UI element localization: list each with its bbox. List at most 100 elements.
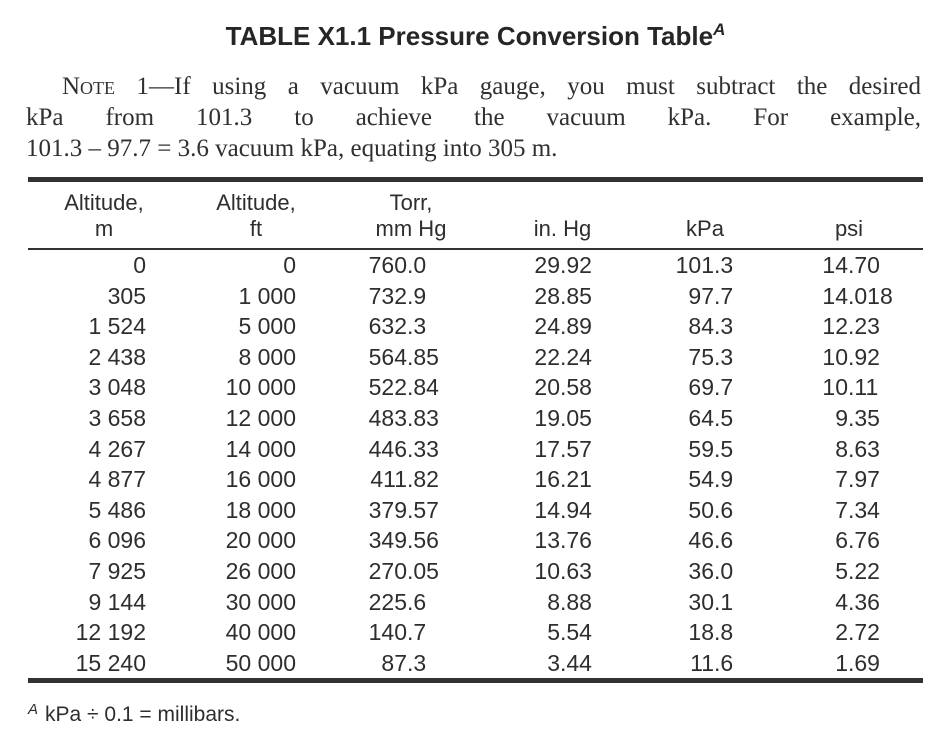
col-header-psi: psi xyxy=(775,179,923,250)
cell-in-hg: 5.54 xyxy=(547,619,592,646)
cell-kpa: 36.0 xyxy=(688,557,734,584)
pressure-conversion-table: Altitude, m Altitude, ft Torr, mm Hg in.… xyxy=(28,177,923,684)
cell-altitude-m: 12 192 xyxy=(75,619,146,646)
cell-psi: 10.92 xyxy=(822,343,880,370)
cell-in-hg: 14.94 xyxy=(534,496,592,523)
table-row: 12 192 40 000 140.7 5.54 18.8 2.72 xyxy=(28,617,923,648)
table-title-superscript: A xyxy=(713,20,726,39)
cell-kpa: 69.7 xyxy=(688,374,734,401)
cell-in-hg: 28.85 xyxy=(534,282,592,309)
cell-psi: 7.34 xyxy=(835,496,880,523)
table-title-text: TABLE X1.1 Pressure Conversion Table xyxy=(225,21,714,51)
table-row: 305 1 000 732.9 28.85 97.7 14.018 xyxy=(28,281,923,312)
cell-kpa: 46.6 xyxy=(688,527,734,554)
col-header-kpa: kPa xyxy=(635,179,775,250)
cell-torr-mmhg: 483.83 xyxy=(368,404,439,431)
cell-altitude-m: 6 096 xyxy=(88,527,146,554)
cell-kpa: 97.7 xyxy=(688,282,734,309)
cell-torr-mmhg: 446.33 xyxy=(368,435,439,462)
cell-in-hg: 20.58 xyxy=(534,374,592,401)
table-row: 2 438 8 000 564.85 22.24 75.3 10.92 xyxy=(28,342,923,373)
table-row: 7 925 26 000 270.05 10.63 36.0 5.22 xyxy=(28,556,923,587)
cell-torr-mmhg: 522.84 xyxy=(368,374,439,401)
cell-in-hg: 17.57 xyxy=(534,435,592,462)
cell-torr-mmhg: 632.3 xyxy=(368,313,427,340)
cell-in-hg: 24.89 xyxy=(534,313,592,340)
cell-psi: 1.69 xyxy=(835,649,880,676)
cell-kpa: 84.3 xyxy=(688,313,734,340)
table-row: 9 144 30 000 225.6 8.88 30.1 4.36 xyxy=(28,587,923,618)
cell-in-hg: 29.92 xyxy=(534,252,592,278)
cell-kpa: 50.6 xyxy=(688,496,734,523)
table-row: 3 048 10 000 522.84 20.58 69.7 10.11 xyxy=(28,372,923,403)
table-header: Altitude, m Altitude, ft Torr, mm Hg in.… xyxy=(28,179,923,250)
cell-altitude-ft: 18 000 xyxy=(225,496,296,523)
cell-altitude-m: 305 xyxy=(107,282,146,309)
cell-psi: 5.22 xyxy=(835,557,880,584)
cell-psi: 10.11 xyxy=(822,374,879,401)
cell-altitude-ft: 14 000 xyxy=(225,435,296,462)
cell-torr-mmhg: 140.7 xyxy=(368,619,427,646)
footnote-text: kPa ÷ 0.1 = millibars. xyxy=(45,703,241,727)
col-header-psi-line2: psi xyxy=(834,216,864,241)
cell-kpa: 54.9 xyxy=(688,466,734,493)
cell-in-hg: 19.05 xyxy=(534,404,592,431)
cell-torr-mmhg: 349.56 xyxy=(368,527,439,554)
cell-psi: 12.23 xyxy=(822,313,880,340)
cell-altitude-ft: 10 000 xyxy=(225,374,296,401)
col-header-altitude-m: Altitude, m xyxy=(28,179,180,250)
cell-altitude-m: 0 xyxy=(133,252,146,278)
cell-in-hg: 3.44 xyxy=(547,649,592,676)
cell-altitude-ft: 50 000 xyxy=(225,649,296,676)
cell-altitude-ft: 30 000 xyxy=(225,588,296,615)
cell-torr-mmhg: 270.05 xyxy=(368,557,439,584)
cell-torr-mmhg: 87.3 xyxy=(381,649,427,676)
cell-psi: 7.97 xyxy=(835,466,880,493)
note-paragraph: Note 1—If using a vacuum kPa gauge, you … xyxy=(26,71,921,164)
col-header-in-hg-line2: in. Hg xyxy=(533,216,592,241)
cell-torr-mmhg: 411.82 xyxy=(370,466,439,493)
table-row: 0 0 760.0 29.92 101.3 14.70 xyxy=(28,249,923,281)
cell-in-hg: 22.24 xyxy=(534,343,592,370)
cell-in-hg: 13.76 xyxy=(534,527,592,554)
cell-altitude-m: 4 877 xyxy=(88,466,146,493)
cell-altitude-m: 7 925 xyxy=(88,557,146,584)
cell-altitude-ft: 12 000 xyxy=(225,404,296,431)
col-header-altitude-ft-line1: Altitude, xyxy=(216,190,296,215)
cell-psi: 14.018 xyxy=(822,282,893,309)
table-body: 0 0 760.0 29.92 101.3 14.70 305 1 000 73… xyxy=(28,249,923,681)
cell-kpa: 11.6 xyxy=(690,649,734,676)
col-header-altitude-m-line1: Altitude, xyxy=(64,190,144,215)
cell-kpa: 101.3 xyxy=(675,252,734,278)
cell-altitude-ft: 40 000 xyxy=(225,619,296,646)
table-row: 15 240 50 000 87.3 3.44 11.6 1.69 xyxy=(28,648,923,681)
table-row: 3 658 12 000 483.83 19.05 64.5 9.35 xyxy=(28,403,923,434)
col-header-torr-mmhg: Torr, mm Hg xyxy=(332,179,490,250)
table-row: 4 877 16 000 411.82 16.21 54.9 7.97 xyxy=(28,464,923,495)
cell-psi: 8.63 xyxy=(835,435,880,462)
note-line-3: 101.3 – 97.7 = 3.6 vacuum kPa, equating … xyxy=(26,135,558,162)
cell-kpa: 64.5 xyxy=(688,404,734,431)
cell-kpa: 59.5 xyxy=(688,435,734,462)
cell-altitude-ft: 20 000 xyxy=(225,527,296,554)
cell-altitude-m: 5 486 xyxy=(88,496,146,523)
col-header-altitude-ft-line2: ft xyxy=(249,216,263,241)
cell-in-hg: 8.88 xyxy=(547,588,592,615)
cell-kpa: 75.3 xyxy=(688,343,734,370)
cell-psi: 4.36 xyxy=(835,588,880,615)
cell-in-hg: 10.63 xyxy=(534,557,592,584)
table-row: 1 524 5 000 632.3 24.89 84.3 12.23 xyxy=(28,311,923,342)
cell-psi: 2.72 xyxy=(835,619,880,646)
cell-altitude-ft: 1 000 xyxy=(238,282,296,309)
cell-psi: 14.70 xyxy=(822,252,880,278)
cell-torr-mmhg: 225.6 xyxy=(368,588,427,615)
cell-altitude-m: 3 048 xyxy=(88,374,146,401)
col-header-altitude-m-line2: m xyxy=(94,216,114,241)
cell-torr-mmhg: 760.0 xyxy=(368,252,427,278)
footnote-superscript: A xyxy=(28,701,39,719)
cell-torr-mmhg: 379.57 xyxy=(368,496,439,523)
cell-torr-mmhg: 732.9 xyxy=(368,282,427,309)
cell-altitude-m: 9 144 xyxy=(88,588,146,615)
cell-in-hg: 16.21 xyxy=(534,466,592,493)
